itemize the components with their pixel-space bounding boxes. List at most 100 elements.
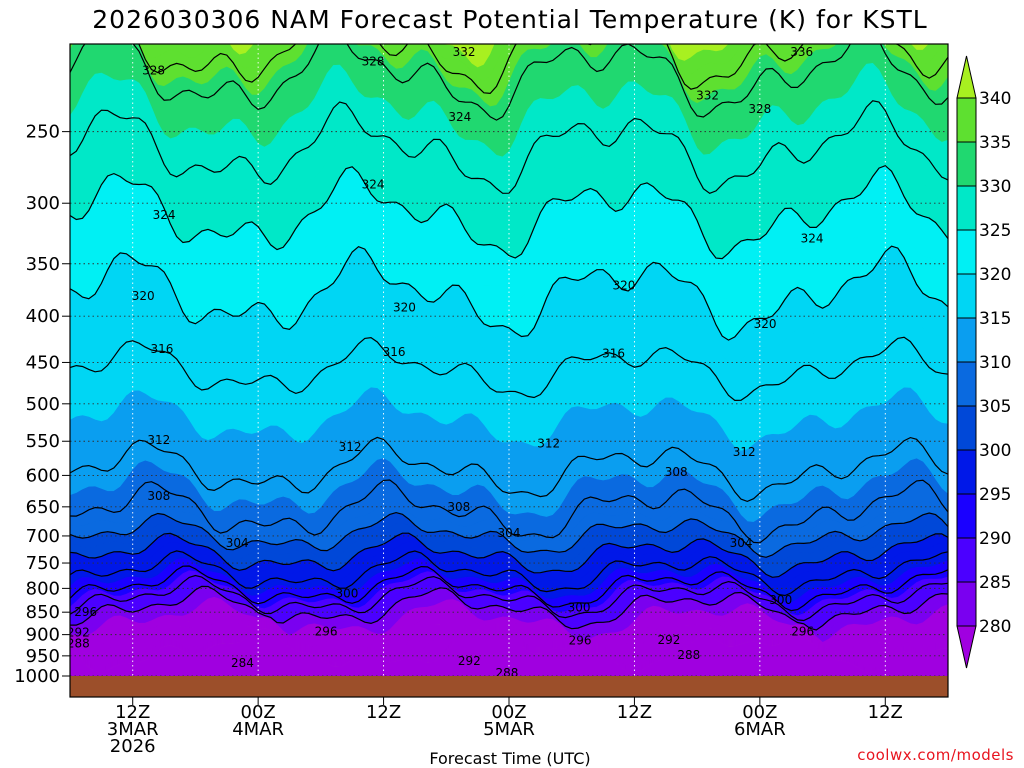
colorbar-swatch xyxy=(956,273,977,319)
contour-label: 308 xyxy=(147,489,170,503)
credit-text: coolwx.com/models xyxy=(857,746,1014,764)
contour-label: 324 xyxy=(153,208,176,222)
contour-304 xyxy=(70,511,948,558)
colorbar-label: 340 xyxy=(979,89,1011,109)
y-tick-label: 850 xyxy=(26,602,60,623)
colorbar-label: 295 xyxy=(979,485,1011,505)
contour-label: 324 xyxy=(448,110,471,124)
contour-288 xyxy=(70,574,948,622)
colorbar-swatch xyxy=(956,361,977,407)
contour-label: 308 xyxy=(665,465,688,479)
contour-308 xyxy=(70,479,948,544)
x-axis-label: Forecast Time (UTC) xyxy=(429,749,590,768)
y-tick-label: 800 xyxy=(26,578,60,599)
contour-label: 336 xyxy=(790,45,813,59)
contour-lines xyxy=(70,44,948,631)
contour-label: 320 xyxy=(754,317,777,331)
contour-label: 284 xyxy=(231,656,254,670)
contour-label: 288 xyxy=(495,666,518,680)
colorbar: 280 285 290 295 300 305 310 315 320 325 330 335 340 xyxy=(956,55,1011,669)
contour-label: 292 xyxy=(67,625,90,639)
colorbar-label: 305 xyxy=(979,397,1011,417)
contour-label: 332 xyxy=(453,45,476,59)
colorbar-swatch xyxy=(956,493,977,539)
contour-label: 320 xyxy=(613,279,636,293)
x-tick-label: 00Z xyxy=(241,702,276,723)
y-tick-label: 250 xyxy=(26,122,60,143)
contour-332 xyxy=(70,44,948,121)
contour-label: 328 xyxy=(748,102,771,116)
contour-label: 288 xyxy=(677,648,700,662)
x-tick-label: 2026 xyxy=(110,736,156,757)
contour-label: 296 xyxy=(791,625,814,639)
contour-316 xyxy=(70,336,948,402)
contour-label: 328 xyxy=(142,64,165,78)
contour-labels: 2842882882882922922922962962962963003003… xyxy=(67,45,824,680)
colorbar-label: 335 xyxy=(979,133,1011,153)
contour-328 xyxy=(70,100,948,194)
contour-label: 304 xyxy=(730,536,753,550)
y-tick-label: 500 xyxy=(26,394,60,415)
y-tick-label: 600 xyxy=(26,465,60,486)
y-tick-label: 350 xyxy=(26,254,60,275)
ground-surface xyxy=(70,676,948,697)
contour-label: 304 xyxy=(226,536,249,550)
colorbar-arrow-bottom xyxy=(956,625,977,669)
x-tick-label: 12Z xyxy=(366,702,401,723)
contour-label: 312 xyxy=(339,440,362,454)
y-tick-label: 300 xyxy=(26,193,60,214)
y-tick-label: 1000 xyxy=(14,666,60,687)
x-tick-label: 12Z xyxy=(868,702,903,723)
y-tick-label: 900 xyxy=(26,625,60,646)
colorbar-label: 280 xyxy=(979,617,1011,637)
contour-label: 324 xyxy=(362,177,385,191)
y-tick-label: 450 xyxy=(26,352,60,373)
x-tick-label: 00Z xyxy=(742,702,777,723)
colorbar-label: 290 xyxy=(979,529,1011,549)
contour-label: 300 xyxy=(769,593,792,607)
colorbar-swatch xyxy=(956,537,977,583)
colorbar-swatch xyxy=(956,229,977,275)
colorbar-label: 285 xyxy=(979,573,1011,593)
contour-label: 292 xyxy=(458,654,481,668)
x-tick-label: 00Z xyxy=(491,702,526,723)
y-tick-label: 950 xyxy=(26,646,60,667)
contour-296 xyxy=(70,550,948,597)
contour-320 xyxy=(70,245,948,341)
contour-label: 300 xyxy=(336,586,359,600)
contour-284 xyxy=(70,585,948,631)
colorbar-label: 330 xyxy=(979,177,1011,197)
y-tick-label: 750 xyxy=(26,553,60,574)
contour-336 xyxy=(138,44,948,95)
contour-label: 296 xyxy=(74,605,97,619)
x-tick-label: 6MAR xyxy=(734,719,786,740)
contour-label: 300 xyxy=(568,601,591,615)
contour-label: 312 xyxy=(147,433,170,447)
contour-label: 312 xyxy=(733,445,756,459)
x-tick-label: 4MAR xyxy=(232,719,284,740)
contour-label: 332 xyxy=(696,88,719,102)
colorbar-label: 315 xyxy=(979,309,1011,329)
colorbar-swatch xyxy=(956,185,977,231)
contour-300 xyxy=(70,532,948,578)
colorbar-swatch xyxy=(956,97,977,143)
x-tick-label: 12Z xyxy=(617,702,652,723)
x-tick-label: 12Z xyxy=(115,702,150,723)
contour-label: 312 xyxy=(537,436,560,450)
colorbar-arrow-top xyxy=(956,55,977,99)
colorbar-label: 320 xyxy=(979,265,1011,285)
plot-area: 2842882882882922922922962962962963003003… xyxy=(67,44,948,680)
contour-324 xyxy=(70,165,948,260)
contour-label: 288 xyxy=(67,636,90,650)
contour-label: 296 xyxy=(569,633,592,647)
colorbar-swatch xyxy=(956,449,977,495)
y-tick-label: 650 xyxy=(26,497,60,518)
y-tick-label: 400 xyxy=(26,306,60,327)
chart-title: 2026030306 NAM Forecast Potential Temper… xyxy=(92,5,927,34)
x-tick-label: 3MAR xyxy=(107,719,159,740)
contour-292 xyxy=(70,565,948,612)
colorbar-swatch xyxy=(956,141,977,187)
contour-label: 320 xyxy=(132,289,155,303)
